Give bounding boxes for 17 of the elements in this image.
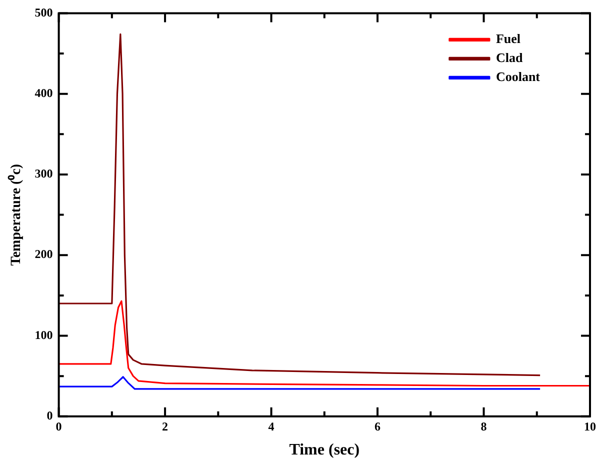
x-tick-label: 6	[374, 420, 381, 434]
y-axis-title: Temperature (⁰c)	[7, 164, 24, 266]
legend-label: Coolant	[496, 69, 541, 84]
y-tick-label: 500	[34, 5, 53, 20]
x-tick-label: 8	[480, 420, 487, 434]
legend-label: Fuel	[496, 31, 521, 46]
y-tick-label: 100	[34, 328, 53, 342]
y-tick-label: 200	[34, 247, 53, 262]
y-tick-label: 0	[46, 408, 53, 422]
x-tick-label: 2	[162, 420, 168, 434]
x-tick-label: 0	[56, 420, 62, 434]
x-tick-label: 10	[584, 420, 596, 434]
legend-label: Clad	[496, 50, 524, 66]
y-tick-label: 400	[34, 86, 53, 100]
x-axis-title: Time (sec)	[289, 442, 360, 459]
y-tick-label: 300	[34, 166, 53, 181]
x-tick-label: 4	[268, 420, 274, 434]
